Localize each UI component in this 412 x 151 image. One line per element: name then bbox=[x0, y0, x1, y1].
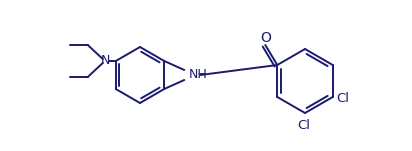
Text: O: O bbox=[260, 31, 271, 45]
Text: Cl: Cl bbox=[297, 119, 310, 132]
Text: NH: NH bbox=[189, 69, 208, 82]
Text: Cl: Cl bbox=[337, 92, 350, 104]
Text: N: N bbox=[101, 55, 110, 67]
